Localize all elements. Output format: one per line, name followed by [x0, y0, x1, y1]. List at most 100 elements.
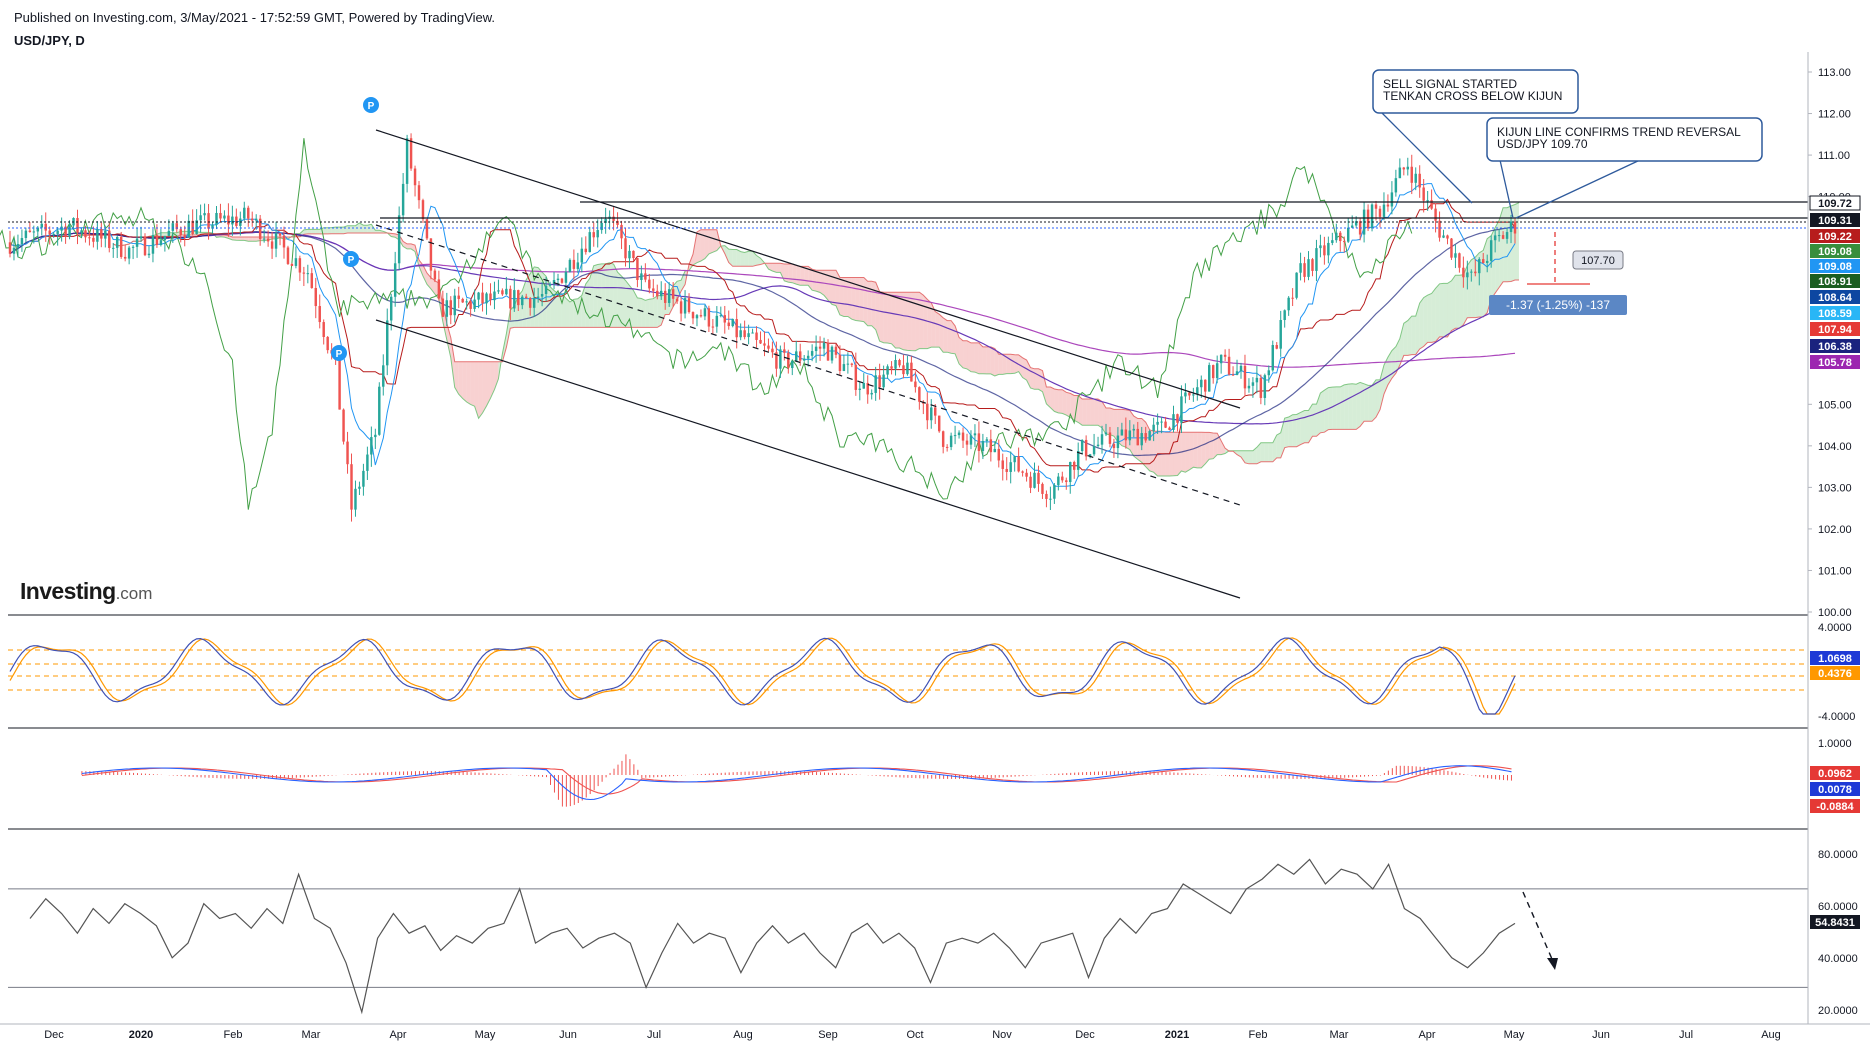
candle-body — [266, 238, 270, 242]
candle-body — [1049, 498, 1052, 500]
candle-body — [286, 247, 290, 264]
candle-body — [1100, 434, 1104, 445]
cloud-segment — [792, 263, 797, 285]
candle-body — [1382, 204, 1386, 217]
candle-body — [560, 278, 564, 283]
cloud-segment — [970, 342, 975, 373]
published-note: Published on Investing.com, 3/May/2021 -… — [14, 10, 496, 25]
candle-body — [163, 235, 167, 241]
time-tick-label: 2020 — [129, 1029, 153, 1041]
candle-body — [1434, 208, 1437, 221]
event-marker-label: P — [348, 255, 355, 266]
candle-body — [513, 290, 516, 309]
candle-body — [1104, 432, 1108, 435]
candle-body — [497, 290, 500, 292]
cloud-segment — [1248, 450, 1253, 464]
cloud-segment — [522, 279, 527, 328]
cloud-segment — [593, 264, 598, 328]
candle-body — [366, 454, 369, 471]
macd-tick-label: 1.0000 — [1818, 738, 1852, 750]
candle-body — [12, 247, 16, 254]
candle-body — [632, 250, 635, 259]
candle-body — [1251, 382, 1255, 386]
cloud-segment — [776, 263, 781, 273]
cloud-segment — [462, 361, 467, 403]
candle-body — [628, 250, 631, 259]
cloud-segment — [1066, 392, 1071, 418]
cloud-segment — [1419, 297, 1424, 350]
target-tag-text: 107.70 — [1581, 255, 1615, 267]
candle-body — [862, 382, 865, 389]
candle-body — [235, 216, 238, 226]
price-label-box — [1810, 213, 1860, 227]
candle-body — [878, 375, 881, 388]
cloud-segment — [994, 348, 999, 377]
candle-body — [96, 229, 99, 242]
rsi-tick-label: 20.0000 — [1818, 1005, 1858, 1017]
candle-body — [1343, 241, 1346, 243]
candle-body — [386, 320, 389, 366]
candle-body — [338, 359, 341, 410]
cloud-segment — [947, 320, 952, 354]
logo-suffix: .com — [115, 584, 153, 603]
candle-body — [1283, 310, 1286, 321]
candle-body — [795, 351, 798, 361]
candle-body — [1319, 245, 1322, 249]
cloud-segment — [1054, 389, 1059, 413]
candle-body — [1466, 272, 1469, 278]
candle-body — [171, 223, 175, 231]
candle-body — [104, 230, 107, 239]
cloud-segment — [1463, 265, 1468, 325]
macd-signal — [81, 765, 1512, 795]
candle-body — [1374, 204, 1378, 209]
candle-body — [918, 387, 921, 402]
candle-body — [1069, 462, 1072, 483]
candle-body — [644, 273, 647, 280]
candle-body — [707, 308, 711, 327]
candle-body — [1136, 428, 1139, 446]
candle-body — [826, 342, 830, 361]
candle-body — [652, 288, 655, 291]
candle-body — [1386, 204, 1390, 207]
cloud-segment — [963, 340, 968, 369]
candle-body — [1108, 432, 1112, 444]
macd-label-box — [1810, 782, 1860, 796]
candle-body — [1267, 370, 1271, 376]
cloud-segment — [887, 292, 892, 344]
candle-body — [1255, 377, 1259, 383]
cloud-segment — [967, 340, 971, 372]
candle-body — [1239, 365, 1243, 372]
candle-body — [1442, 235, 1445, 238]
candle-body — [413, 168, 417, 186]
cloud-segment — [526, 273, 531, 328]
cloud-segment — [1046, 386, 1051, 408]
candle-body — [481, 292, 484, 304]
candle-body — [798, 351, 802, 361]
cloud-segment — [335, 227, 340, 234]
candle-body — [88, 237, 91, 239]
candle-body — [965, 440, 969, 445]
cloud-segment — [1439, 283, 1444, 337]
cloud-segment — [879, 291, 884, 343]
candle-body — [143, 236, 147, 256]
candle-body — [703, 308, 707, 317]
price-candles — [8, 133, 1517, 522]
price-tick-label: 101.00 — [1818, 565, 1852, 577]
cloud-segment — [891, 292, 896, 348]
axes: 113.00112.00111.00110.00105.00104.00103.… — [0, 52, 1870, 1041]
candle-body — [32, 231, 36, 233]
candle-body — [477, 292, 480, 300]
candle-body — [1279, 320, 1282, 349]
cloud-segment — [1237, 450, 1242, 458]
investing-logo: Investing.com — [20, 578, 152, 605]
cloud-segment — [236, 237, 241, 241]
candle-body — [612, 216, 615, 221]
sell-signal-callout-text: TENKAN CROSS BELOW KIJUN — [1383, 89, 1562, 103]
candle-body — [1346, 227, 1350, 242]
logo-word: Investing — [20, 578, 116, 604]
candle-body — [1271, 345, 1274, 371]
candle-body — [183, 235, 186, 238]
cloud-segment — [1280, 418, 1285, 458]
time-tick-label: Jul — [647, 1029, 661, 1041]
